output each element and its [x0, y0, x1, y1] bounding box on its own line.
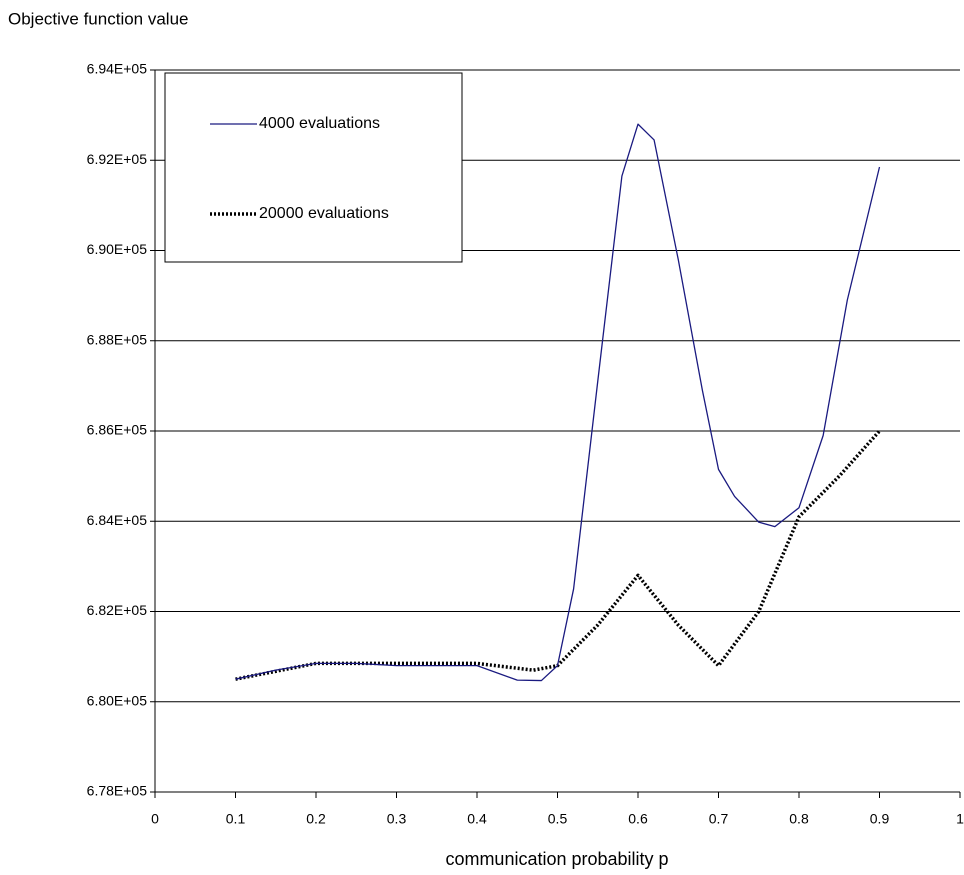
y-tick-label: 6.92E+05	[87, 151, 148, 167]
x-tick-label: 0.8	[789, 811, 809, 827]
x-tick-label: 0.4	[467, 811, 487, 827]
x-tick-label: 0.5	[548, 811, 568, 827]
x-tick-label: 0.6	[628, 811, 648, 827]
y-axis-title: Objective function value	[8, 9, 189, 28]
x-tick-label: 0.1	[226, 811, 246, 827]
legend-label: 20000 evaluations	[259, 205, 389, 222]
x-tick-label: 0.9	[870, 811, 890, 827]
y-tick-label: 6.94E+05	[87, 61, 148, 77]
x-tick-label: 0.2	[306, 811, 326, 827]
x-tick-label: 1	[956, 811, 964, 827]
y-tick-label: 6.88E+05	[87, 331, 148, 347]
series-line	[235, 123, 881, 682]
x-tick-label: 0.7	[709, 811, 729, 827]
y-tick-label: 6.86E+05	[87, 422, 148, 438]
x-tick-label: 0.3	[387, 811, 407, 827]
legend-box	[164, 72, 463, 263]
x-axis-title: communication probability p	[445, 849, 668, 869]
y-tick-label: 6.84E+05	[87, 512, 148, 528]
y-tick-label: 6.80E+05	[87, 692, 148, 708]
legend-label: 4000 evaluations	[259, 115, 380, 132]
x-tick-label: 0	[151, 811, 159, 827]
series-line	[235, 429, 881, 681]
y-tick-label: 6.78E+05	[87, 783, 148, 799]
y-tick-label: 6.82E+05	[87, 602, 148, 618]
y-tick-label: 6.90E+05	[87, 241, 148, 257]
